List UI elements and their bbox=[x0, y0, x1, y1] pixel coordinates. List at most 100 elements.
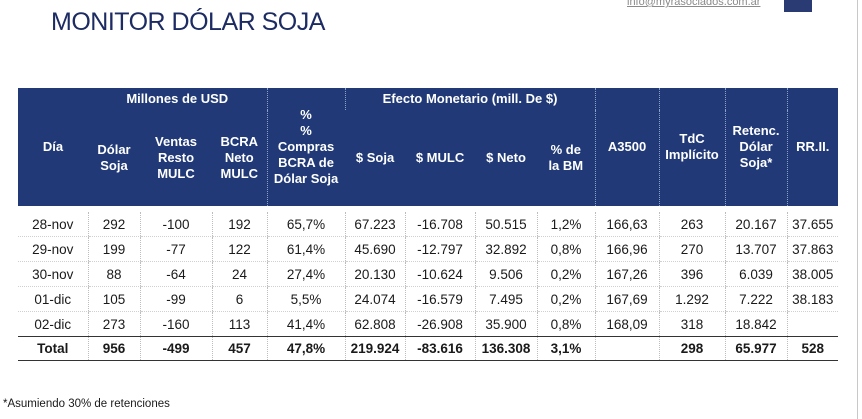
table-row: 29-nov 199 -77 122 61,4% 45.690 -12.797 32.892 0… bbox=[18, 236, 839, 262]
total-cell: 298 bbox=[658, 336, 726, 361]
col-soja: $ Soja bbox=[345, 110, 406, 206]
table-cell: 9.506 bbox=[474, 261, 538, 287]
table-cell: 67.223 bbox=[344, 212, 406, 237]
total-row: Total 956 -499 457 47,8% 219.924 -83.616 136.30… bbox=[18, 336, 839, 361]
table-cell: 50.515 bbox=[474, 212, 538, 237]
col-dolar-soja: Dólar Soja bbox=[88, 110, 140, 206]
table-row: 30-nov 88 -64 24 27,4% 20.130 -10.624 9.506 0,2%… bbox=[18, 261, 839, 287]
footnote: *Asumiendo 30% de retenciones bbox=[3, 398, 170, 410]
table-cell: 270 bbox=[658, 236, 726, 262]
table-cell: 0,2% bbox=[536, 286, 596, 312]
table-cell: -16.579 bbox=[404, 286, 476, 312]
table-cell: -64 bbox=[139, 261, 212, 287]
col-dolar-soja-label: Dólar Soja bbox=[97, 142, 131, 173]
col-retenc: Retenc. Dólar Soja* bbox=[724, 88, 788, 206]
table-cell: 167,69 bbox=[594, 286, 660, 312]
table-cell: 62.808 bbox=[344, 311, 406, 337]
email-link[interactable]: info@myrasociados.com.ar bbox=[627, 0, 761, 8]
group-efecto: Efecto Monetario (mill. De $) bbox=[344, 88, 596, 110]
col-mulc: $ MULC bbox=[405, 110, 476, 206]
table-cell: 32.892 bbox=[474, 236, 538, 262]
table-cell: 6.039 bbox=[724, 261, 788, 287]
table-body: 28-nov 292 -100 192 65,7% 67.223 -16.708 50.515… bbox=[18, 206, 839, 361]
table-cell: 1.292 bbox=[658, 286, 726, 312]
total-cell: -83.616 bbox=[404, 336, 476, 361]
col-ventas: Ventas Resto MULC bbox=[140, 110, 212, 206]
table-cell: 65,7% bbox=[266, 212, 346, 237]
table-row: 28-nov 292 -100 192 65,7% 67.223 -16.708 50.515… bbox=[18, 212, 839, 237]
total-cell: 65.977 bbox=[724, 336, 788, 361]
table-cell: 13.707 bbox=[724, 236, 788, 262]
col-pct-compras-label: % Compras BCRA de Dólar Soja bbox=[273, 123, 339, 186]
page-title: MONITOR DÓLAR SOJA bbox=[51, 8, 325, 36]
col-bcra-neto: BCRA Neto MULC bbox=[212, 110, 268, 206]
table-cell: 273 bbox=[87, 311, 140, 337]
table-cell: 0,8% bbox=[536, 236, 596, 262]
table-cell: 5,5% bbox=[266, 286, 346, 312]
col-pct-compras: % % Compras BCRA de Dólar Soja bbox=[266, 88, 346, 206]
table-cell: 113 bbox=[211, 311, 268, 337]
table-cell: 28-nov bbox=[18, 212, 88, 237]
total-cell: 136.308 bbox=[474, 336, 538, 361]
table-cell: 1,2% bbox=[536, 212, 596, 237]
table-cell: 166,63 bbox=[594, 212, 660, 237]
logo bbox=[784, 0, 812, 12]
table-cell: -12.797 bbox=[404, 236, 476, 262]
table-cell: 318 bbox=[658, 311, 726, 337]
col-neto: $ Neto bbox=[475, 110, 538, 206]
total-cell: 3,1% bbox=[536, 336, 596, 361]
table-row: 02-dic 273 -160 113 41,4% 62.808 -26.908 35.900… bbox=[18, 311, 839, 337]
table-cell: 0,8% bbox=[536, 311, 596, 337]
table-cell: 37.863 bbox=[786, 236, 839, 262]
total-cell: 47,8% bbox=[266, 336, 346, 361]
table-cell: 35.900 bbox=[474, 311, 538, 337]
table-cell: 29-nov bbox=[18, 236, 88, 262]
table-cell bbox=[786, 311, 839, 337]
table-cell: 38.005 bbox=[786, 261, 839, 287]
table-row: 01-dic 105 -99 6 5,5% 24.074 -16.579 7.495 0,2% 1… bbox=[18, 286, 839, 312]
total-cell: -499 bbox=[139, 336, 212, 361]
table-cell: 263 bbox=[658, 212, 726, 237]
table-cell: 20.130 bbox=[344, 261, 406, 287]
total-cell: 457 bbox=[211, 336, 268, 361]
col-bcra-neto-label: BCRA Neto MULC bbox=[220, 134, 259, 181]
table-cell: 122 bbox=[211, 236, 268, 262]
table-cell: -26.908 bbox=[404, 311, 476, 337]
table-cell: 30-nov bbox=[18, 261, 88, 287]
table-cell: -77 bbox=[139, 236, 212, 262]
table-cell: -10.624 bbox=[404, 261, 476, 287]
table-cell: 02-dic bbox=[34, 316, 72, 332]
col-dia: Día bbox=[18, 88, 88, 206]
table-cell: 24 bbox=[211, 261, 268, 287]
col-pct-bm-label: % de la BM bbox=[548, 142, 584, 173]
soy-dollar-table: Día Millones de USD % % Compras BCRA de … bbox=[18, 88, 839, 361]
total-cell: 956 bbox=[87, 336, 140, 361]
table-cell: 167,26 bbox=[594, 261, 660, 287]
table-cell: 20.167 bbox=[724, 212, 788, 237]
table-cell: 6 bbox=[211, 286, 268, 312]
total-cell: Total bbox=[18, 336, 88, 361]
total-cell bbox=[594, 336, 660, 361]
table-cell: 0,2% bbox=[536, 261, 596, 287]
table-cell: -16.708 bbox=[404, 212, 476, 237]
col-pct-top: % bbox=[300, 107, 312, 122]
col-rrii: RR.II. bbox=[786, 88, 839, 206]
table-cell: 18.842 bbox=[724, 311, 788, 337]
total-cell: 528 bbox=[786, 336, 839, 361]
col-tdc-label: TdC Implícito bbox=[665, 131, 719, 162]
page-divider bbox=[857, 0, 858, 419]
table-cell: 38.183 bbox=[786, 286, 839, 312]
table-cell: -100 bbox=[139, 212, 212, 237]
table-cell: -160 bbox=[139, 311, 212, 337]
table-cell: 292 bbox=[87, 212, 140, 237]
table-cell: 01-dic bbox=[18, 286, 88, 312]
table-cell: 45.690 bbox=[344, 236, 406, 262]
table-cell: 396 bbox=[658, 261, 726, 287]
total-cell: 219.924 bbox=[344, 336, 406, 361]
table-cell: 24.074 bbox=[344, 286, 406, 312]
table-cell: 61,4% bbox=[266, 236, 346, 262]
table-cell: 168,09 bbox=[594, 311, 660, 337]
group-millones: Millones de USD bbox=[88, 88, 268, 110]
table-cell: 7.495 bbox=[474, 286, 538, 312]
table-cell: 199 bbox=[87, 236, 140, 262]
